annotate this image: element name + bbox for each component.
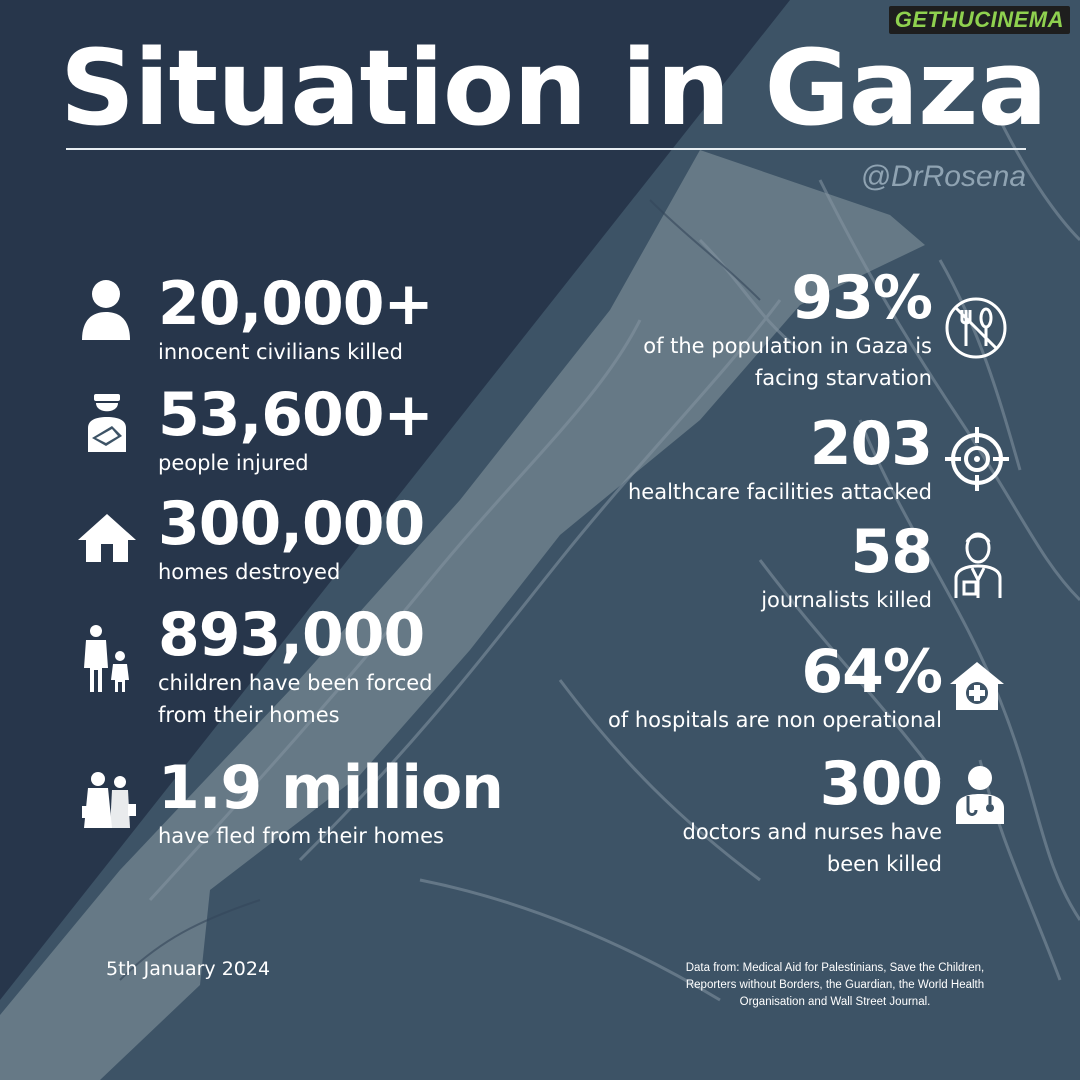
stat-value: 53,600+ (158, 380, 434, 450)
stat-hospitals-non-operational: 64% of hospitals are non operational (607, 637, 943, 736)
page-title: Situation in Gaza (60, 27, 1048, 149)
brand-part-2: CINEMA (974, 7, 1064, 32)
stat-civilians-killed: 20,000+ innocent civilians killed (158, 269, 434, 368)
stat-desc: homes destroyed (158, 560, 341, 584)
parent-child-icon (84, 625, 129, 692)
stat-desc: of hospitals are non operational (607, 708, 942, 732)
stat-value: 1.9 million (158, 753, 504, 823)
sea-area (0, 0, 790, 1000)
stat-desc: been killed (826, 852, 942, 876)
stat-desc: from their homes (158, 703, 340, 727)
date-label: 5th January 2024 (106, 958, 271, 980)
brand-watermark: GETHUCINEMA (888, 6, 1070, 34)
person-icon (82, 280, 130, 340)
stat-children-displaced: 893,000 children have been forced from t… (158, 603, 433, 731)
stat-value: 93% (791, 263, 933, 333)
stat-value: 64% (801, 637, 943, 707)
map-roads-sea (119, 199, 761, 981)
stat-value: 300 (819, 749, 943, 819)
stat-desc: have fled from their homes (158, 824, 444, 848)
brand-part-1: GETHU (894, 7, 975, 32)
hospital-icon (950, 662, 1004, 710)
stat-value: 58 (850, 517, 933, 587)
stat-doctors-nurses-killed: 300 doctors and nurses have been killed (683, 752, 943, 880)
stat-journalists-killed: 58 journalists killed (761, 517, 933, 616)
stat-value: 300,000 (158, 489, 425, 559)
stat-people-fled: 1.9 million have fled from their homes (158, 753, 504, 852)
stat-starvation: 93% of the population in Gaza is facing … (643, 263, 933, 394)
stat-healthcare-attacked: 203 healthcare facilities attacked (628, 409, 933, 508)
stat-desc: healthcare facilities attacked (628, 480, 932, 504)
doctor-icon (956, 766, 1004, 824)
stat-desc: children have been forced (158, 671, 433, 695)
target-icon (945, 427, 1009, 491)
stat-desc: people injured (158, 451, 309, 475)
refugee-family-icon (82, 772, 136, 828)
stat-desc: doctors and nurses have (682, 820, 943, 844)
stat-people-injured: 53,600+ people injured (158, 380, 434, 479)
stat-desc: innocent civilians killed (158, 340, 404, 364)
map-roads (148, 119, 1080, 1002)
stat-value: 20,000+ (158, 269, 434, 339)
stat-value: 893,000 (158, 600, 425, 670)
house-icon (78, 514, 136, 562)
stat-desc: journalists killed (761, 588, 932, 612)
stat-desc: facing starvation (754, 366, 932, 390)
data-sources: Data from: Medical Aid for Palestinians,… (685, 962, 985, 1008)
gaza-strip-shape (0, 150, 925, 1080)
journalist-icon (954, 532, 1002, 598)
author-handle: @DrRosena (860, 160, 1026, 193)
stat-homes-destroyed: 300,000 homes destroyed (158, 489, 425, 588)
injured-person-icon (88, 394, 126, 452)
stat-desc: of the population in Gaza is (643, 334, 932, 358)
no-food-icon (945, 297, 1007, 359)
stat-value: 203 (809, 409, 933, 479)
title-divider (66, 148, 1026, 150)
